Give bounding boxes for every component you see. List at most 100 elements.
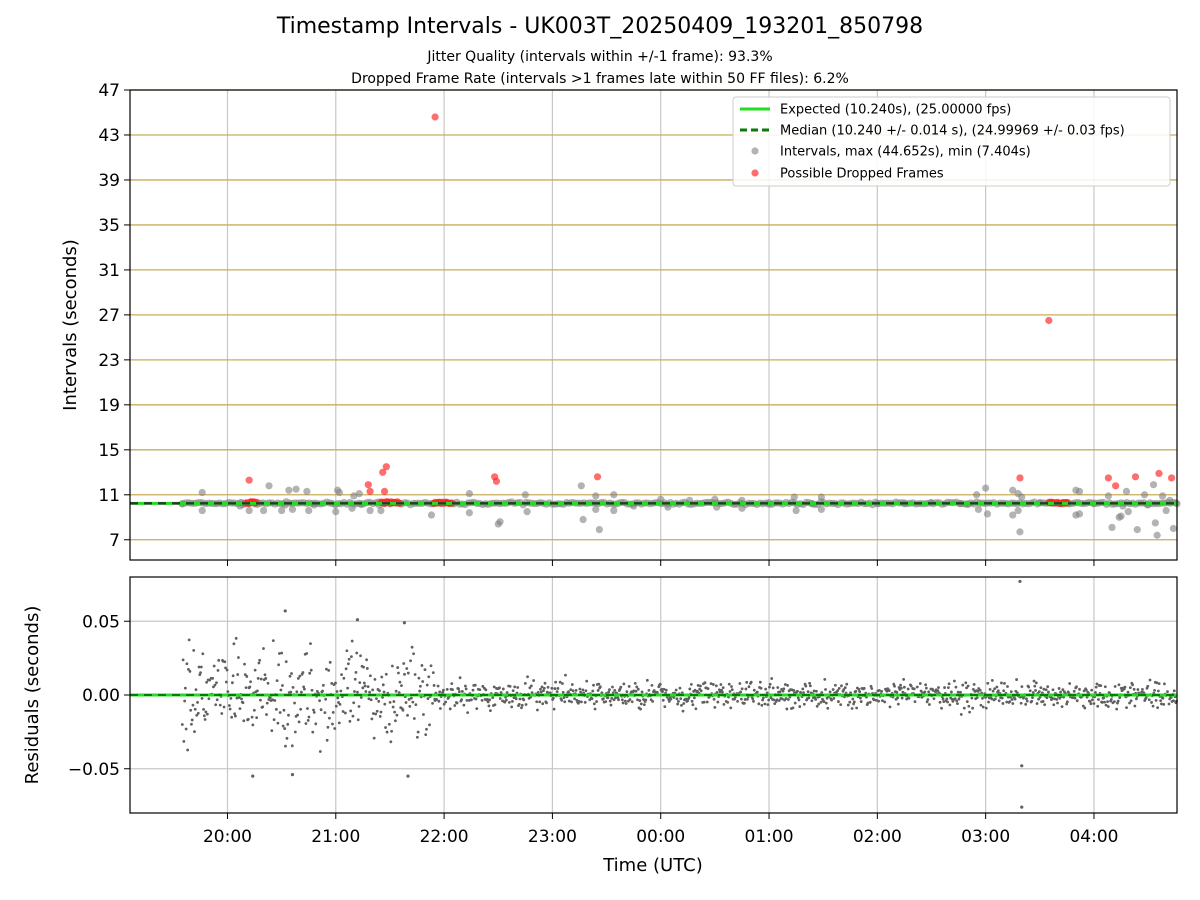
residual-point [600, 691, 604, 695]
residual-point [1150, 701, 1153, 704]
residual-point [255, 716, 259, 720]
residual-point [503, 700, 507, 704]
residual-point [187, 638, 191, 642]
residual-point [1013, 697, 1017, 701]
residual-point [857, 687, 861, 691]
residual-point [1116, 701, 1119, 705]
residual-point [591, 689, 595, 693]
residual-point [625, 690, 629, 694]
residual-point [238, 707, 242, 710]
residual-point [655, 690, 659, 694]
residual-point [574, 689, 578, 692]
residual-point [1027, 685, 1031, 689]
residual-point [309, 668, 313, 672]
x-tick-label: 00:00 [636, 827, 685, 847]
legend-label: Median (10.240 +/- 0.014 s), (24.99969 +… [780, 124, 1125, 139]
residual-point [323, 711, 327, 715]
residual-point [611, 691, 615, 695]
dropped-frame-point [1167, 474, 1176, 482]
residual-point [375, 709, 379, 713]
residual-point [633, 681, 637, 685]
residual-point [850, 707, 854, 710]
residual-point [1050, 696, 1054, 700]
residual-point [703, 681, 707, 685]
residual-point [493, 703, 497, 707]
residual-point [299, 707, 303, 711]
residual-point [513, 685, 517, 689]
residual-point [293, 701, 296, 705]
residual-point [814, 698, 818, 701]
residual-point [1094, 691, 1097, 694]
residual-point [1001, 702, 1005, 705]
interval-point [790, 493, 798, 501]
residual-point [1094, 685, 1098, 689]
residual-point [359, 654, 362, 658]
residual-point [545, 701, 548, 705]
residual-point [869, 684, 873, 688]
residual-point [471, 688, 475, 692]
interval-point [1108, 523, 1116, 531]
y-tick-label: −0.05 [68, 760, 120, 780]
residual-point [1000, 681, 1003, 685]
residual-point [481, 684, 485, 688]
residual-point [926, 698, 930, 701]
residual-point [307, 715, 311, 719]
residual-point [744, 687, 748, 691]
interval-point [792, 506, 800, 515]
residual-point [993, 697, 997, 701]
residual-point [1037, 697, 1040, 701]
residual-point [678, 686, 682, 690]
residual-point [184, 727, 188, 731]
residual-point [276, 721, 280, 725]
legend-dropped-swatch [751, 169, 759, 177]
residual-point [714, 684, 718, 688]
residual-point [564, 673, 567, 677]
residual-point [245, 675, 249, 678]
residual-point [1153, 688, 1156, 692]
residual-point [314, 722, 318, 726]
residual-point [520, 703, 524, 707]
residual-point [222, 705, 226, 709]
residual-point [524, 703, 528, 706]
residual-point [214, 703, 218, 707]
residual-point [352, 701, 356, 705]
residual-point [358, 681, 362, 684]
y-tick-label: 15 [98, 441, 120, 461]
residual-point [936, 689, 940, 693]
residual-point [498, 697, 502, 700]
interval-point [711, 495, 719, 503]
residual-point [1125, 706, 1128, 710]
interval-point [1158, 492, 1167, 500]
residual-point [851, 697, 855, 701]
residual-point [836, 689, 840, 693]
residual-point [684, 697, 688, 701]
residual-point [767, 698, 771, 702]
residual-point [1047, 690, 1050, 694]
residual-point [213, 683, 217, 687]
residual-point [1068, 682, 1072, 685]
residual-point [759, 686, 763, 690]
residual-point [672, 696, 676, 699]
interval-point [335, 488, 343, 497]
residual-point [312, 710, 316, 714]
residual-point [530, 691, 534, 695]
interval-point [198, 488, 206, 497]
y-tick-label: 19 [98, 396, 120, 416]
interval-point [265, 482, 273, 490]
residual-point [302, 685, 306, 689]
residual-point [240, 697, 243, 701]
residual-point [435, 698, 438, 701]
residual-point [248, 685, 252, 689]
residual-point [287, 713, 290, 717]
residual-point [392, 700, 396, 703]
residual-point [504, 698, 508, 702]
residual-point [611, 685, 614, 689]
interval-point [332, 508, 340, 516]
residual-point [984, 706, 988, 710]
residual-point [1103, 685, 1107, 689]
interval-point [292, 485, 300, 493]
interval-point [1016, 528, 1024, 536]
residual-point [909, 684, 913, 688]
residual-point [237, 656, 240, 659]
residual-point [793, 701, 797, 705]
